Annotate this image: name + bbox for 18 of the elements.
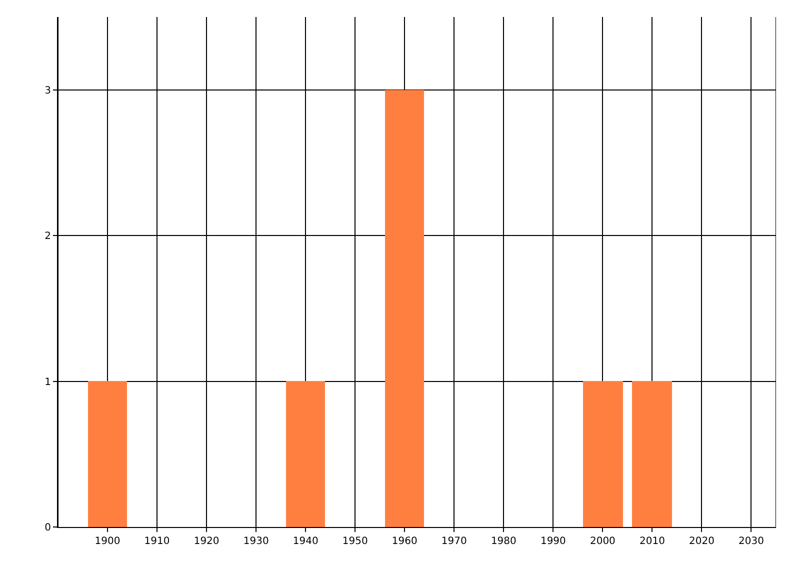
x-tick-label: 1910 (144, 536, 170, 547)
x-tick-label: 2020 (688, 536, 714, 547)
x-tick-label: 1900 (94, 536, 120, 547)
x-tick-label: 1990 (540, 536, 566, 547)
x-tick-label: 2030 (738, 536, 764, 547)
x-tick-label: 1970 (441, 536, 467, 547)
x-tick-label: 2010 (639, 536, 665, 547)
x-tick-label: 1940 (292, 536, 318, 547)
x-tick-label: 1930 (243, 536, 269, 547)
x-tick-label: 1920 (194, 536, 220, 547)
y-tick-label: 2 (44, 231, 51, 242)
y-tick-label: 1 (44, 376, 51, 388)
y-tick-label: 0 (44, 522, 51, 534)
y-tick-label: 3 (44, 85, 51, 96)
x-tick-label: 1950 (342, 536, 368, 547)
x-tick-label: 2000 (590, 536, 616, 547)
x-tick-label: 1980 (490, 536, 516, 547)
x-tick-label: 1960 (392, 536, 418, 547)
